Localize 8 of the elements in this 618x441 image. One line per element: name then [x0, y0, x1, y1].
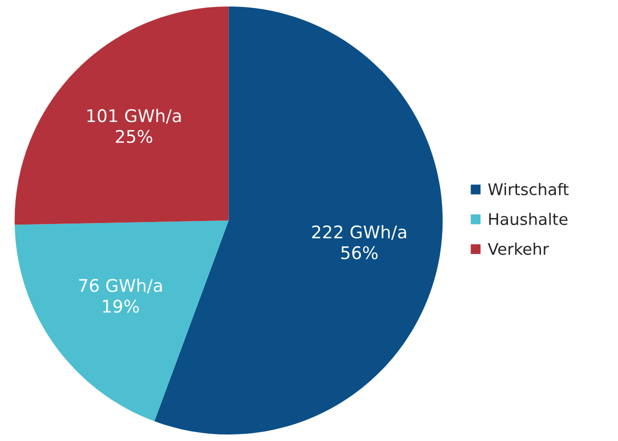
data-label: 222 GWh/a 56%	[312, 225, 406, 260]
legend-label: Haushalte	[489, 212, 568, 226]
legend-label: Wirtschaft	[488, 182, 569, 196]
data-label: 101 GWh/a 25%	[87, 108, 181, 144]
pie-slice	[14, 220, 229, 422]
legend-label: Verkehr	[488, 242, 549, 255]
data-label: 76 GWh/a 19%	[79, 278, 162, 313]
pie-slice	[14, 6, 229, 225]
